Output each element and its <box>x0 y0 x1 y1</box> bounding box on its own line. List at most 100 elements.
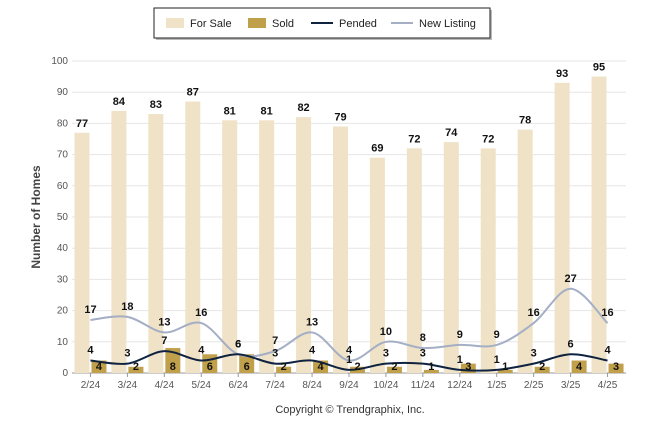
data-label-new-listing: 13 <box>306 316 318 328</box>
data-label-pended: 3 <box>124 348 130 360</box>
data-label-pended: 4 <box>87 345 94 357</box>
legend-label-sold: Sold <box>272 18 294 30</box>
bar-sold <box>608 363 624 373</box>
bar-for-sale <box>74 132 90 373</box>
data-label-new-listing: 9 <box>494 329 500 341</box>
bar-for-sale <box>296 117 312 373</box>
bar-for-sale <box>333 126 348 374</box>
data-label-for-sale: 83 <box>150 99 162 111</box>
ticks: 0 10 20 30 40 50 60 70 80 90 100 2/24 3/24 4/24 5/24 6/… <box>51 56 617 391</box>
x-tick-label: 12/24 <box>447 380 472 391</box>
bar-sold <box>91 360 107 373</box>
data-label-pended: 7 <box>161 335 167 347</box>
data-label-sold: 1 <box>428 361 434 373</box>
x-tick-label: 3/25 <box>561 380 581 391</box>
lines <box>90 287 609 372</box>
data-label-pended: 4 <box>198 345 205 357</box>
data-label-for-sale: 93 <box>556 68 568 80</box>
x-tick-label: 5/24 <box>192 380 212 391</box>
data-label-pended: 3 <box>272 348 278 360</box>
data-label-new-listing: 7 <box>272 335 278 347</box>
data-label-pended: 1 <box>346 354 352 366</box>
data-label-pended: 1 <box>457 354 463 366</box>
data-label-for-sale: 72 <box>408 133 420 145</box>
y-tick-label: 30 <box>57 274 69 285</box>
data-label-new-listing: 8 <box>420 332 426 344</box>
line-new-listing <box>90 287 609 362</box>
data-label-sold: 6 <box>244 361 250 373</box>
data-label-for-sale: 81 <box>261 105 273 117</box>
data-label-pended: 3 <box>531 348 537 360</box>
data-label-for-sale: 81 <box>224 105 236 117</box>
line-pended <box>90 350 608 372</box>
data-label-new-listing: 17 <box>84 304 96 316</box>
data-label-sold: 6 <box>207 361 213 373</box>
x-tick-label: 1/25 <box>487 380 507 391</box>
data-label-sold: 4 <box>96 361 103 373</box>
x-tick-label: 2/25 <box>524 380 544 391</box>
y-tick-label: 80 <box>57 118 69 129</box>
bar-for-sale <box>443 142 459 373</box>
data-label-for-sale: 77 <box>76 118 88 130</box>
x-tick-label: 4/24 <box>155 380 175 391</box>
data-label-sold: 2 <box>133 361 139 373</box>
bar-for-sale <box>554 82 570 373</box>
bar-sold <box>497 369 513 373</box>
bar-sold <box>386 366 402 373</box>
data-label-sold: 3 <box>465 361 471 373</box>
data-label-for-sale: 82 <box>297 102 309 114</box>
bar-sold <box>571 360 587 373</box>
y-tick-label: 90 <box>57 87 69 98</box>
data-label-pended: 3 <box>420 348 426 360</box>
data-label-for-sale: 87 <box>187 87 199 99</box>
data-label-for-sale: 69 <box>371 143 383 155</box>
bar-for-sale <box>259 120 275 373</box>
data-label-sold: 8 <box>170 361 176 373</box>
x-tick-label: 3/24 <box>118 380 138 391</box>
bar-sold <box>239 354 255 373</box>
copyright: Copyright © Trendgraphix, Inc. <box>275 404 424 416</box>
bar-for-sale <box>517 129 533 373</box>
data-label-new-listing: 16 <box>601 307 613 319</box>
bar-for-sale <box>480 148 496 373</box>
x-tick-label: 11/24 <box>411 380 436 391</box>
x-tick-label: 4/25 <box>598 380 618 391</box>
y-tick-label: 60 <box>57 181 69 192</box>
data-label-pended: 1 <box>494 354 500 366</box>
data-label-new-listing: 13 <box>158 316 170 328</box>
y-tick-label: 100 <box>51 56 68 67</box>
x-tick-label: 7/24 <box>265 380 285 391</box>
data-label-new-listing: 16 <box>528 307 540 319</box>
data-label-sold: 4 <box>576 361 583 373</box>
legend-label-pended: Pended <box>339 18 377 30</box>
data-label-new-listing: 4 <box>346 345 353 357</box>
bar-sold <box>276 366 292 373</box>
y-tick-label: 0 <box>62 368 68 379</box>
x-tick-label: 8/24 <box>302 380 322 391</box>
y-tick-label: 10 <box>57 337 69 348</box>
bar-sold <box>534 366 550 373</box>
bars <box>74 76 624 374</box>
legend-swatch-sold <box>248 18 266 28</box>
data-label-pended: 6 <box>568 338 574 350</box>
legend-label-for-sale: For Sale <box>190 18 232 30</box>
data-label-sold: 4 <box>318 361 325 373</box>
bar-sold <box>128 366 144 373</box>
bar-for-sale <box>369 157 385 373</box>
data-label-sold: 1 <box>502 361 508 373</box>
x-tick-label: 6/24 <box>228 380 248 391</box>
data-label-sold: 3 <box>613 361 619 373</box>
legend: For Sale Sold Pended New Listing <box>153 7 492 40</box>
data-label-for-sale: 84 <box>113 96 126 108</box>
bar-sold <box>460 363 476 373</box>
data-label-new-listing: 6 <box>235 338 241 350</box>
x-tick-label: 9/24 <box>339 380 359 391</box>
y-tick-label: 40 <box>57 243 69 254</box>
data-label-for-sale: 78 <box>519 115 531 127</box>
data-label-new-listing: 18 <box>121 301 133 313</box>
data-label-new-listing: 16 <box>195 307 207 319</box>
data-label-sold: 2 <box>391 361 397 373</box>
data-label-pended: 4 <box>604 345 611 357</box>
